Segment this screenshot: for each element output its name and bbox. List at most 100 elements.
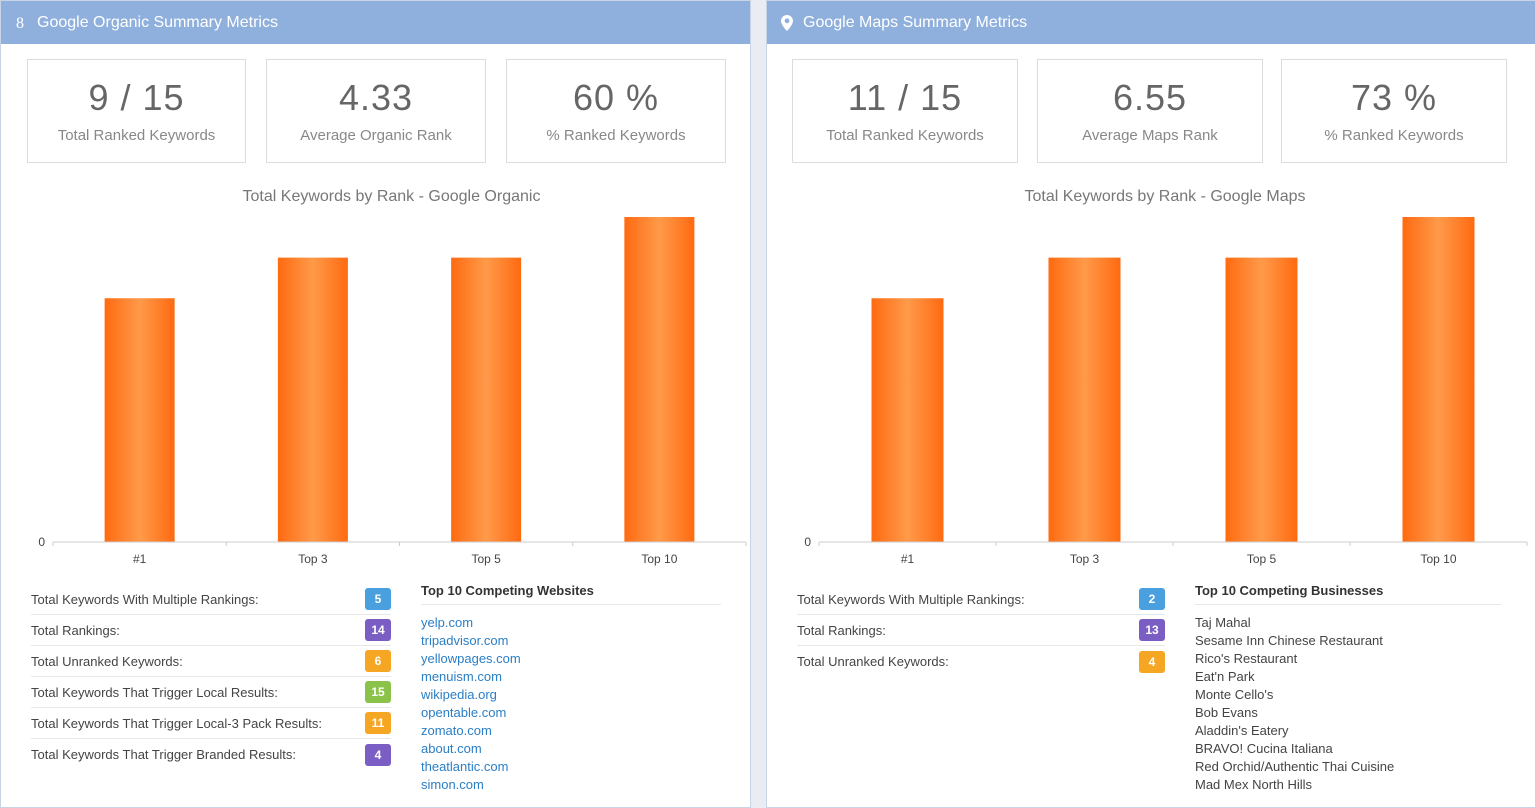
stat-label: Total Keywords That Trigger Local Result… (31, 684, 278, 700)
chart-bar (277, 257, 348, 542)
maps-panel-header: Google Maps Summary Metrics (767, 1, 1535, 44)
competitor-business: Eat'n Park (1195, 669, 1255, 684)
stat-row: Total Keywords With Multiple Rankings: 5 (31, 584, 391, 615)
tile-value: 60 % (572, 77, 660, 118)
tile-value: 9 / 15 (88, 77, 185, 118)
svg-text:8: 8 (16, 15, 24, 32)
stat-label: Total Keywords With Multiple Rankings: (797, 591, 1025, 607)
stat-badge: 6 (365, 650, 391, 672)
tile-label: Average Maps Rank (1082, 127, 1218, 144)
competitor-link[interactable]: simon.com (421, 777, 484, 792)
stat-badge: 4 (365, 743, 391, 766)
x-tick-label: Top 10 (1420, 552, 1456, 566)
organic-percent-ranked-tile: 60 % % Ranked Keywords (506, 59, 726, 163)
competitor-business: BRAVO! Cucina Italiana (1195, 741, 1333, 756)
competitor-link[interactable]: opentable.com (421, 705, 507, 720)
chart-bar (451, 257, 522, 542)
competitor-link[interactable]: yellowpages.com (421, 651, 521, 666)
chart-bar (871, 298, 944, 542)
tile-label: Total Ranked Keywords (57, 127, 216, 144)
competitors-title: Top 10 Competing Websites (421, 583, 721, 605)
organic-competitors: Top 10 Competing Websites yelp.com tripa… (421, 583, 721, 794)
competitor-link[interactable]: theatlantic.com (421, 759, 509, 774)
competitor-business: Taj Mahal (1195, 615, 1251, 630)
stat-badge: 11 (365, 712, 391, 734)
competitor-link[interactable]: zomato.com (421, 723, 492, 738)
y-tick-label: 0 (804, 535, 811, 549)
stat-badge: 4 (1139, 650, 1165, 673)
competitor-business: Mad Mex North Hills (1195, 777, 1313, 792)
competitor-business: Bob Evans (1195, 705, 1258, 720)
x-tick-label: Top 3 (1070, 552, 1100, 566)
chart-bar (104, 298, 175, 542)
stat-row: Total Rankings: 14 (31, 615, 391, 646)
organic-rank-chart: #1 Top 3 Top 5 Top 10 0 (38, 217, 747, 566)
stat-label: Total Keywords That Trigger Branded Resu… (31, 747, 296, 762)
google-icon: 8 (15, 14, 27, 32)
chart-bar (1402, 217, 1475, 542)
organic-panel-title: Google Organic Summary Metrics (37, 13, 278, 31)
competitor-link[interactable]: menuism.com (421, 669, 502, 684)
maps-summary-panel: Google Maps Summary Metrics 11 / 15 Tota… (766, 0, 1536, 808)
x-tick-label: Top 10 (641, 552, 677, 566)
competitor-business: Red Orchid/Authentic Thai Cuisine (1195, 759, 1395, 774)
competitors-title: Top 10 Competing Businesses (1195, 583, 1501, 605)
competitor-business: Rico's Restaurant (1195, 651, 1298, 666)
competitor-link[interactable]: wikipedia.org (421, 687, 497, 702)
organic-summary-panel: 8 Google Organic Summary Metrics 9 / 15 … (0, 0, 751, 808)
stat-badge: 13 (1139, 619, 1165, 641)
stat-row: Total Keywords That Trigger Local-3 Pack… (31, 708, 391, 739)
tile-value: 73 % (1350, 77, 1438, 118)
stat-badge: 2 (1139, 588, 1165, 610)
stat-label: Total Rankings: (797, 622, 886, 638)
stat-row: Total Unranked Keywords: 4 (797, 646, 1165, 677)
organic-panel-header: 8 Google Organic Summary Metrics (1, 1, 750, 44)
stat-label: Total Unranked Keywords: (797, 654, 949, 669)
tile-label: Total Ranked Keywords (826, 127, 984, 144)
stat-row: Total Keywords That Trigger Branded Resu… (31, 739, 391, 770)
maps-ranked-keywords-tile: 11 / 15 Total Ranked Keywords (792, 59, 1018, 163)
stat-label: Total Rankings: (31, 622, 120, 638)
x-tick-label: #1 (133, 552, 147, 566)
maps-panel-title: Google Maps Summary Metrics (803, 13, 1028, 31)
competitor-link[interactable]: tripadvisor.com (421, 633, 509, 648)
competitor-business: Sesame Inn Chinese Restaurant (1195, 633, 1383, 648)
chart-bar (624, 217, 695, 542)
maps-stats-list: Total Keywords With Multiple Rankings: 2… (797, 584, 1165, 677)
maps-average-rank-tile: 6.55 Average Maps Rank (1037, 59, 1263, 163)
maps-chart-title: Total Keywords by Rank - Google Maps (1024, 188, 1306, 205)
competitor-link[interactable]: about.com (421, 741, 482, 756)
x-tick-label: Top 5 (1247, 552, 1277, 566)
chart-bar (1048, 257, 1121, 542)
stat-row: Total Unranked Keywords: 6 (31, 646, 391, 677)
y-tick-label: 0 (38, 535, 45, 549)
tile-label: Average Organic Rank (300, 127, 452, 144)
tile-label: % Ranked Keywords (1324, 127, 1464, 144)
organic-chart-title: Total Keywords by Rank - Google Organic (242, 188, 541, 205)
maps-rank-chart: #1 Top 3 Top 5 Top 10 0 (804, 217, 1528, 566)
organic-ranked-keywords-tile: 9 / 15 Total Ranked Keywords (27, 59, 246, 163)
maps-competitors: Top 10 Competing Businesses Taj Mahal Se… (1195, 583, 1501, 794)
map-pin-icon (781, 14, 793, 31)
x-tick-label: #1 (901, 552, 915, 566)
stat-label: Total Keywords That Trigger Local-3 Pack… (31, 715, 322, 731)
competitor-link[interactable]: yelp.com (421, 615, 474, 630)
stat-badge: 14 (365, 619, 391, 641)
competitor-business: Aladdin's Eatery (1195, 723, 1289, 738)
stat-label: Total Keywords With Multiple Rankings: (31, 591, 259, 607)
stat-row: Total Rankings: 13 (797, 615, 1165, 646)
tile-value: 6.55 (1112, 77, 1188, 118)
stat-row: Total Keywords That Trigger Local Result… (31, 677, 391, 708)
tile-value: 11 / 15 (847, 77, 963, 118)
stat-badge: 5 (365, 588, 391, 610)
tile-label: % Ranked Keywords (546, 127, 686, 144)
x-tick-label: Top 3 (298, 552, 328, 566)
organic-stats-list: Total Keywords With Multiple Rankings: 5… (31, 584, 391, 770)
x-tick-label: Top 5 (471, 552, 501, 566)
tile-value: 4.33 (338, 77, 414, 118)
stat-label: Total Unranked Keywords: (31, 653, 183, 669)
maps-percent-ranked-tile: 73 % % Ranked Keywords (1281, 59, 1507, 163)
competitor-business: Monte Cello's (1195, 687, 1274, 702)
organic-average-rank-tile: 4.33 Average Organic Rank (266, 59, 486, 163)
chart-bar (1225, 257, 1298, 542)
